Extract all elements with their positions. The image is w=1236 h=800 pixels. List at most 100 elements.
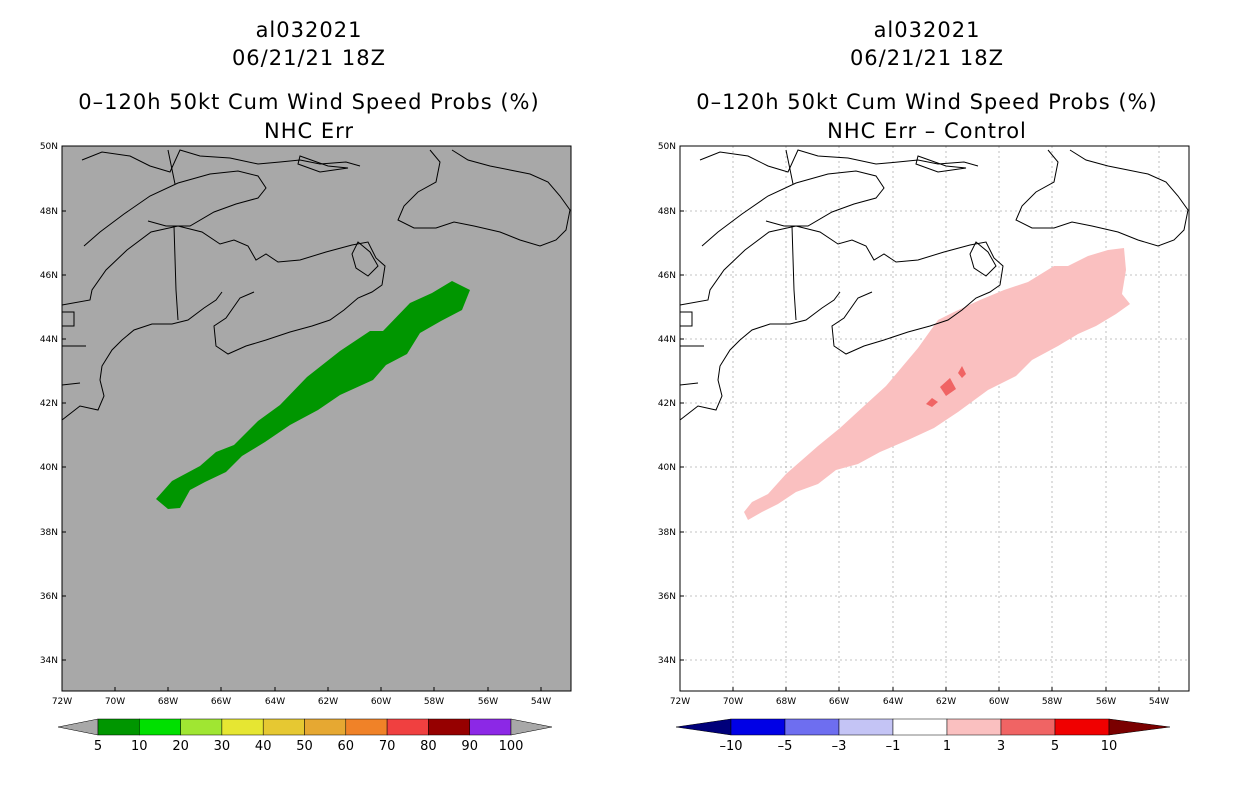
colorbar-segment bbox=[730, 718, 786, 736]
latitude-labels: 50N 48N 46N 44N 42N 40N 38N 36N 34N bbox=[658, 142, 676, 666]
lon-label: 60W bbox=[989, 697, 1009, 707]
map-right: 50N 48N 46N 44N 42N 40N 38N 36N 34N 72W … bbox=[658, 142, 1190, 754]
colorbar-label: –3 bbox=[832, 739, 847, 754]
colorbar-label: 30 bbox=[214, 739, 231, 754]
coastlines bbox=[679, 149, 1189, 421]
longitude-labels: 72W 70W 68W 66W 64W 62W 60W 58W 56W 54W bbox=[52, 697, 551, 707]
coastlines bbox=[61, 149, 571, 421]
longitude-labels: 72W 70W 68W 66W 64W 62W 60W 58W 56W 54W bbox=[670, 697, 1169, 707]
lat-label: 38N bbox=[40, 528, 58, 538]
lon-label: 62W bbox=[936, 697, 956, 707]
lon-label: 54W bbox=[1149, 697, 1169, 707]
colorbar-label: 5 bbox=[1051, 739, 1059, 754]
colorbar-label: 80 bbox=[420, 739, 437, 754]
colorbar-segment bbox=[304, 718, 347, 736]
colorbar-segment bbox=[892, 718, 948, 736]
colorbar-label: 10 bbox=[131, 739, 148, 754]
lat-label: 48N bbox=[40, 207, 58, 217]
colorbar-label: –1 bbox=[886, 739, 901, 754]
colorbar-label: 70 bbox=[379, 739, 396, 754]
colorbar-label: 20 bbox=[172, 739, 189, 754]
lat-label: 34N bbox=[658, 656, 676, 666]
lon-label: 66W bbox=[829, 697, 849, 707]
subtitle: NHC Err – Control bbox=[827, 119, 1027, 143]
product-title: 0–120h 50kt Cum Wind Speed Probs (%) bbox=[696, 90, 1158, 114]
colorbar-segment bbox=[675, 718, 732, 736]
colorbar-segment bbox=[345, 718, 388, 736]
map-frame bbox=[61, 145, 572, 692]
storm-id: al032021 bbox=[255, 18, 363, 42]
subtitle: NHC Err bbox=[263, 119, 354, 143]
colorbar-segment bbox=[784, 718, 840, 736]
lat-label: 36N bbox=[40, 592, 58, 602]
colorbar-segment bbox=[1054, 718, 1110, 736]
lat-label: 40N bbox=[40, 463, 58, 473]
colorbar: –10 –5 –3 –1 1 3 5 10 bbox=[675, 718, 1171, 754]
lon-label: 56W bbox=[1096, 697, 1116, 707]
colorbar-segment bbox=[262, 718, 305, 736]
lat-label: 48N bbox=[658, 207, 676, 217]
colorbar-segment bbox=[469, 718, 512, 736]
datetime: 06/21/21 18Z bbox=[231, 46, 387, 70]
lat-label: 46N bbox=[658, 271, 676, 281]
left-panel: al032021 06/21/21 18Z 0–120h 50kt Cum Wi… bbox=[40, 18, 572, 754]
lon-label: 68W bbox=[158, 697, 178, 707]
colorbar-segment bbox=[139, 718, 181, 736]
colorbar-label: –5 bbox=[778, 739, 793, 754]
colorbar-label: 3 bbox=[997, 739, 1005, 754]
storm-id: al032021 bbox=[873, 18, 981, 42]
difference-spots bbox=[926, 366, 966, 407]
lat-label: 46N bbox=[40, 271, 58, 281]
colorbar-segment bbox=[428, 718, 470, 736]
lat-label: 50N bbox=[658, 142, 676, 152]
lat-label: 42N bbox=[658, 399, 676, 409]
lat-label: 40N bbox=[658, 463, 676, 473]
lon-label: 72W bbox=[52, 697, 72, 707]
latitude-labels: 50N 48N 46N 44N 42N 40N 38N 36N 34N bbox=[40, 142, 58, 666]
lon-label: 70W bbox=[723, 697, 743, 707]
map-left: 50N 48N 46N 44N 42N 40N 38N 36N 34N 72W … bbox=[40, 142, 572, 754]
lon-label: 64W bbox=[883, 697, 903, 707]
difference-swath bbox=[744, 248, 1130, 520]
right-panel: al032021 06/21/21 18Z 0–120h 50kt Cum Wi… bbox=[618, 0, 1236, 800]
lon-label: 60W bbox=[371, 697, 391, 707]
axis-ticks bbox=[61, 145, 542, 691]
axis-ticks bbox=[679, 145, 1160, 691]
colorbar-segment bbox=[1108, 718, 1171, 736]
colorbar-segment bbox=[510, 718, 553, 736]
lon-label: 58W bbox=[424, 697, 444, 707]
lat-label: 36N bbox=[658, 592, 676, 602]
colorbar-segment bbox=[57, 718, 99, 736]
colorbar-label: 60 bbox=[338, 739, 355, 754]
lat-label: 44N bbox=[40, 335, 58, 345]
lat-label: 42N bbox=[40, 399, 58, 409]
lat-label: 50N bbox=[40, 142, 58, 152]
colorbar-label: 100 bbox=[499, 739, 524, 754]
difference-spot bbox=[958, 366, 966, 378]
colorbar-label: 40 bbox=[255, 739, 272, 754]
lon-label: 56W bbox=[478, 697, 498, 707]
colorbar-label: –10 bbox=[719, 739, 742, 754]
colorbar-segment bbox=[838, 718, 894, 736]
probability-swath bbox=[156, 281, 470, 509]
map-frame bbox=[679, 145, 1190, 692]
lon-label: 68W bbox=[776, 697, 796, 707]
colorbar-label: 90 bbox=[461, 739, 478, 754]
lon-label: 62W bbox=[318, 697, 338, 707]
lon-label: 70W bbox=[105, 697, 125, 707]
colorbar-segment bbox=[97, 718, 140, 736]
colorbar-segment bbox=[1000, 718, 1056, 736]
difference-spot bbox=[940, 378, 956, 396]
lon-label: 58W bbox=[1042, 697, 1062, 707]
colorbar-label: 5 bbox=[94, 739, 102, 754]
lon-label: 64W bbox=[265, 697, 285, 707]
lon-label: 66W bbox=[211, 697, 231, 707]
lat-label: 34N bbox=[40, 656, 58, 666]
lon-label: 54W bbox=[531, 697, 551, 707]
map-background bbox=[62, 146, 571, 691]
lon-label: 72W bbox=[670, 697, 690, 707]
product-title: 0–120h 50kt Cum Wind Speed Probs (%) bbox=[78, 90, 540, 114]
datetime: 06/21/21 18Z bbox=[849, 46, 1005, 70]
colorbar-label: 10 bbox=[1101, 739, 1118, 754]
colorbar-segment bbox=[946, 718, 1002, 736]
